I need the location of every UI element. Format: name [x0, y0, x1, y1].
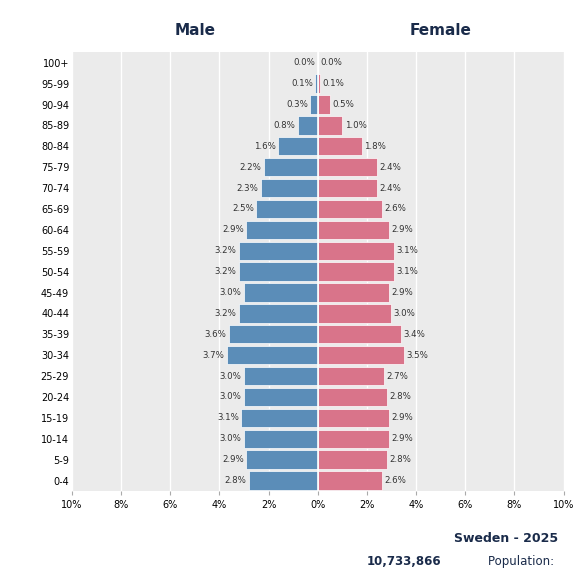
Text: 2.8%: 2.8% — [224, 476, 247, 485]
Text: Sweden - 2025: Sweden - 2025 — [454, 532, 558, 545]
Text: 1.8%: 1.8% — [365, 142, 386, 151]
Text: 0.0%: 0.0% — [293, 58, 315, 67]
Text: 2.8%: 2.8% — [389, 455, 411, 464]
Text: 3.1%: 3.1% — [396, 267, 418, 276]
Text: 3.5%: 3.5% — [406, 351, 428, 360]
Text: 3.0%: 3.0% — [220, 434, 242, 443]
Text: Population:: Population: — [488, 555, 558, 568]
Bar — [317, 263, 394, 281]
Text: 3.0%: 3.0% — [394, 309, 416, 318]
Text: 0.5%: 0.5% — [332, 100, 354, 109]
Bar — [278, 137, 317, 156]
Bar — [317, 116, 342, 135]
Text: 1.0%: 1.0% — [345, 121, 367, 130]
Bar — [317, 367, 384, 385]
Bar — [317, 346, 404, 364]
Bar — [239, 242, 317, 260]
Text: 2.9%: 2.9% — [392, 413, 413, 422]
Text: 3.2%: 3.2% — [214, 309, 236, 318]
Bar — [229, 325, 317, 343]
Bar — [317, 179, 377, 198]
Bar — [317, 471, 382, 490]
Text: 2.9%: 2.9% — [392, 288, 413, 297]
Text: 0.1%: 0.1% — [291, 79, 313, 88]
Text: Female: Female — [409, 23, 472, 38]
Bar — [244, 367, 317, 385]
Bar — [317, 158, 377, 177]
Bar — [261, 179, 317, 198]
Bar — [249, 471, 317, 490]
Text: 0.0%: 0.0% — [320, 58, 342, 67]
Bar — [263, 158, 317, 177]
Bar — [317, 408, 389, 427]
Bar — [247, 450, 317, 469]
Text: 10,733,866: 10,733,866 — [367, 555, 442, 568]
Bar — [315, 74, 317, 93]
Bar — [317, 200, 382, 218]
Bar — [317, 429, 389, 448]
Bar — [317, 137, 362, 156]
Bar — [317, 304, 392, 322]
Bar — [239, 304, 317, 322]
Text: 2.4%: 2.4% — [379, 184, 401, 192]
Bar — [244, 284, 317, 302]
Text: 2.3%: 2.3% — [237, 184, 259, 192]
Text: 2.4%: 2.4% — [379, 163, 401, 171]
Bar — [298, 116, 317, 135]
Bar — [317, 221, 389, 239]
Bar — [244, 388, 317, 406]
Text: 3.0%: 3.0% — [220, 392, 242, 401]
Text: 2.8%: 2.8% — [389, 392, 411, 401]
Text: 3.4%: 3.4% — [404, 330, 426, 339]
Text: 0.3%: 0.3% — [286, 100, 308, 109]
Text: 3.0%: 3.0% — [220, 372, 242, 381]
Bar — [310, 95, 317, 114]
Bar — [239, 263, 317, 281]
Text: 3.1%: 3.1% — [396, 246, 418, 255]
Text: 0.8%: 0.8% — [274, 121, 296, 130]
Bar — [317, 450, 386, 469]
Text: 2.7%: 2.7% — [386, 372, 408, 381]
Text: 2.5%: 2.5% — [232, 205, 254, 213]
Text: Male: Male — [174, 23, 215, 38]
Bar — [227, 346, 317, 364]
Bar — [317, 242, 394, 260]
Text: 3.6%: 3.6% — [205, 330, 227, 339]
Bar — [317, 325, 401, 343]
Text: 2.6%: 2.6% — [384, 476, 406, 485]
Text: 3.1%: 3.1% — [217, 413, 239, 422]
Text: 1.6%: 1.6% — [254, 142, 276, 151]
Bar — [247, 221, 317, 239]
Text: 2.9%: 2.9% — [392, 225, 413, 234]
Bar — [317, 388, 386, 406]
Text: 2.9%: 2.9% — [392, 434, 413, 443]
Bar — [317, 284, 389, 302]
Text: PopulationPyramid.net: PopulationPyramid.net — [21, 548, 173, 561]
Text: 3.2%: 3.2% — [214, 246, 236, 255]
Text: 2.9%: 2.9% — [222, 455, 244, 464]
Text: 3.0%: 3.0% — [220, 288, 242, 297]
Bar — [256, 200, 317, 218]
Text: 3.2%: 3.2% — [214, 267, 236, 276]
Text: 2.6%: 2.6% — [384, 205, 406, 213]
Text: 0.1%: 0.1% — [323, 79, 344, 88]
Bar — [242, 408, 317, 427]
Text: 2.2%: 2.2% — [239, 163, 261, 171]
Text: 3.7%: 3.7% — [202, 351, 224, 360]
Bar — [317, 74, 320, 93]
Bar — [244, 429, 317, 448]
Bar — [317, 95, 330, 114]
Text: 2.9%: 2.9% — [222, 225, 244, 234]
